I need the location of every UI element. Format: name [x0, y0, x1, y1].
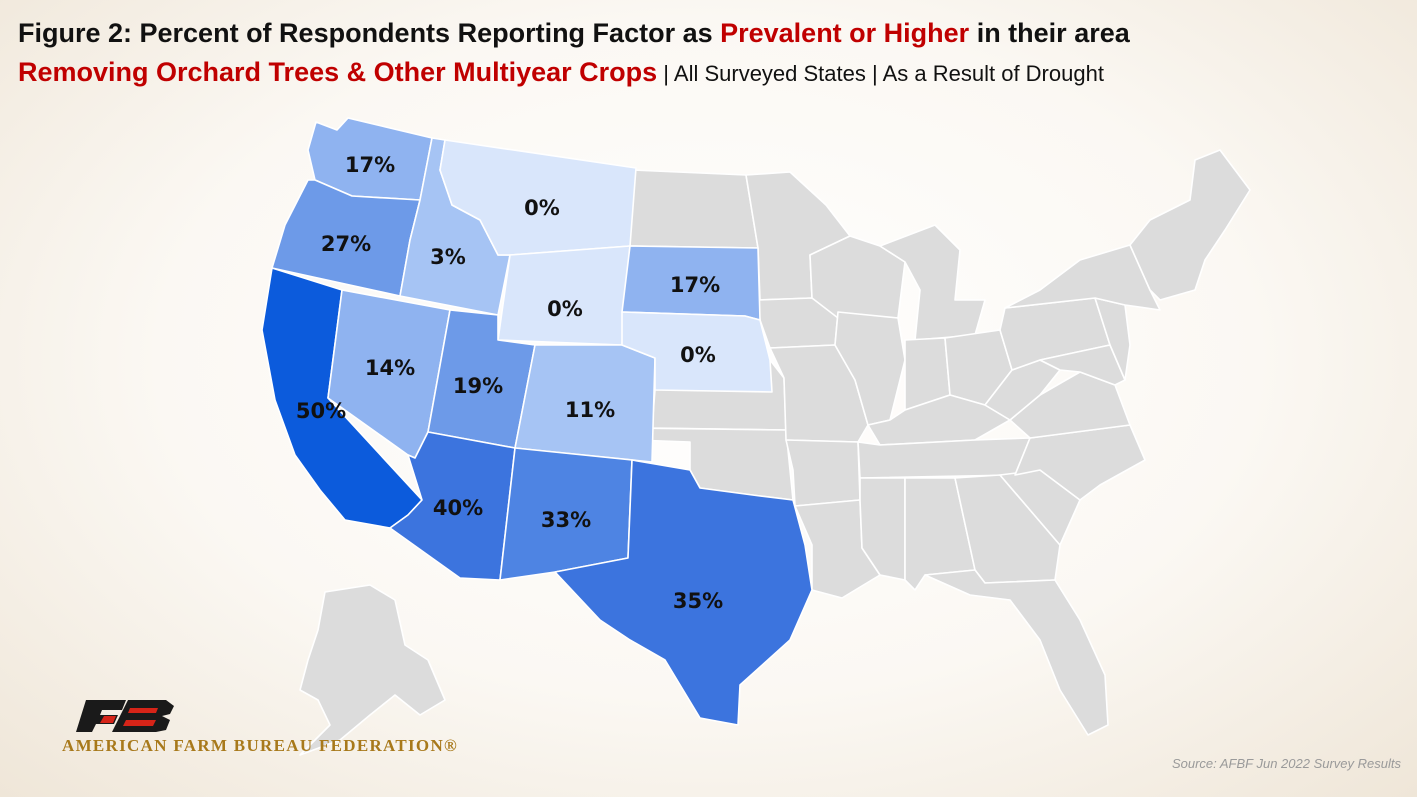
label-az: 40%	[433, 496, 483, 520]
state-tn	[857, 437, 1031, 479]
state-nc	[1014, 424, 1146, 501]
label-ne: 0%	[680, 343, 716, 367]
label-ut: 19%	[453, 374, 503, 398]
state-tx	[554, 459, 813, 726]
label-tx: 35%	[673, 589, 723, 613]
source-note: Source: AFBF Jun 2022 Survey Results	[1171, 756, 1401, 771]
label-ca: 50%	[296, 399, 346, 423]
state-new-england	[1129, 149, 1251, 301]
fb-logo-mark-icon	[76, 700, 174, 732]
state-mt	[439, 139, 637, 256]
state-wi	[809, 235, 906, 319]
label-wy: 0%	[547, 297, 583, 321]
state-co	[514, 344, 656, 463]
label-or: 27%	[321, 232, 371, 256]
state-ne	[621, 311, 773, 393]
state-mi	[879, 224, 986, 341]
afbf-name: AMERICAN FARM BUREAU FEDERATION®	[62, 736, 459, 755]
state-ar	[785, 439, 861, 507]
title-highlight: Prevalent or Higher	[720, 18, 970, 48]
label-mt: 0%	[524, 196, 560, 220]
label-sd: 17%	[670, 273, 720, 297]
state-nd	[629, 169, 759, 249]
state-wy	[497, 245, 631, 346]
state-fl	[924, 569, 1109, 736]
subtitle-highlight: Removing Orchard Trees & Other Multiyear…	[18, 57, 658, 87]
figure-subtitle: Removing Orchard Trees & Other Multiyear…	[18, 52, 1408, 97]
state-nj	[1094, 297, 1131, 381]
afbf-logo: AMERICAN FARM BUREAU FEDERATION®	[62, 698, 522, 760]
label-nm: 33%	[541, 508, 591, 532]
title-prefix: Figure 2: Percent of Respondents Reporti…	[18, 18, 721, 48]
label-wa: 17%	[345, 153, 395, 177]
label-id: 3%	[430, 245, 466, 269]
title-suffix: in their area	[969, 18, 1130, 48]
state-ak	[299, 584, 446, 756]
title-block: Figure 2: Percent of Respondents Reporti…	[18, 14, 1408, 97]
label-nv: 14%	[365, 356, 415, 380]
subtitle-suffix: | All Surveyed States | As a Result of D…	[657, 61, 1104, 86]
label-co: 11%	[565, 398, 615, 422]
figure-title: Figure 2: Percent of Respondents Reporti…	[18, 14, 1408, 52]
